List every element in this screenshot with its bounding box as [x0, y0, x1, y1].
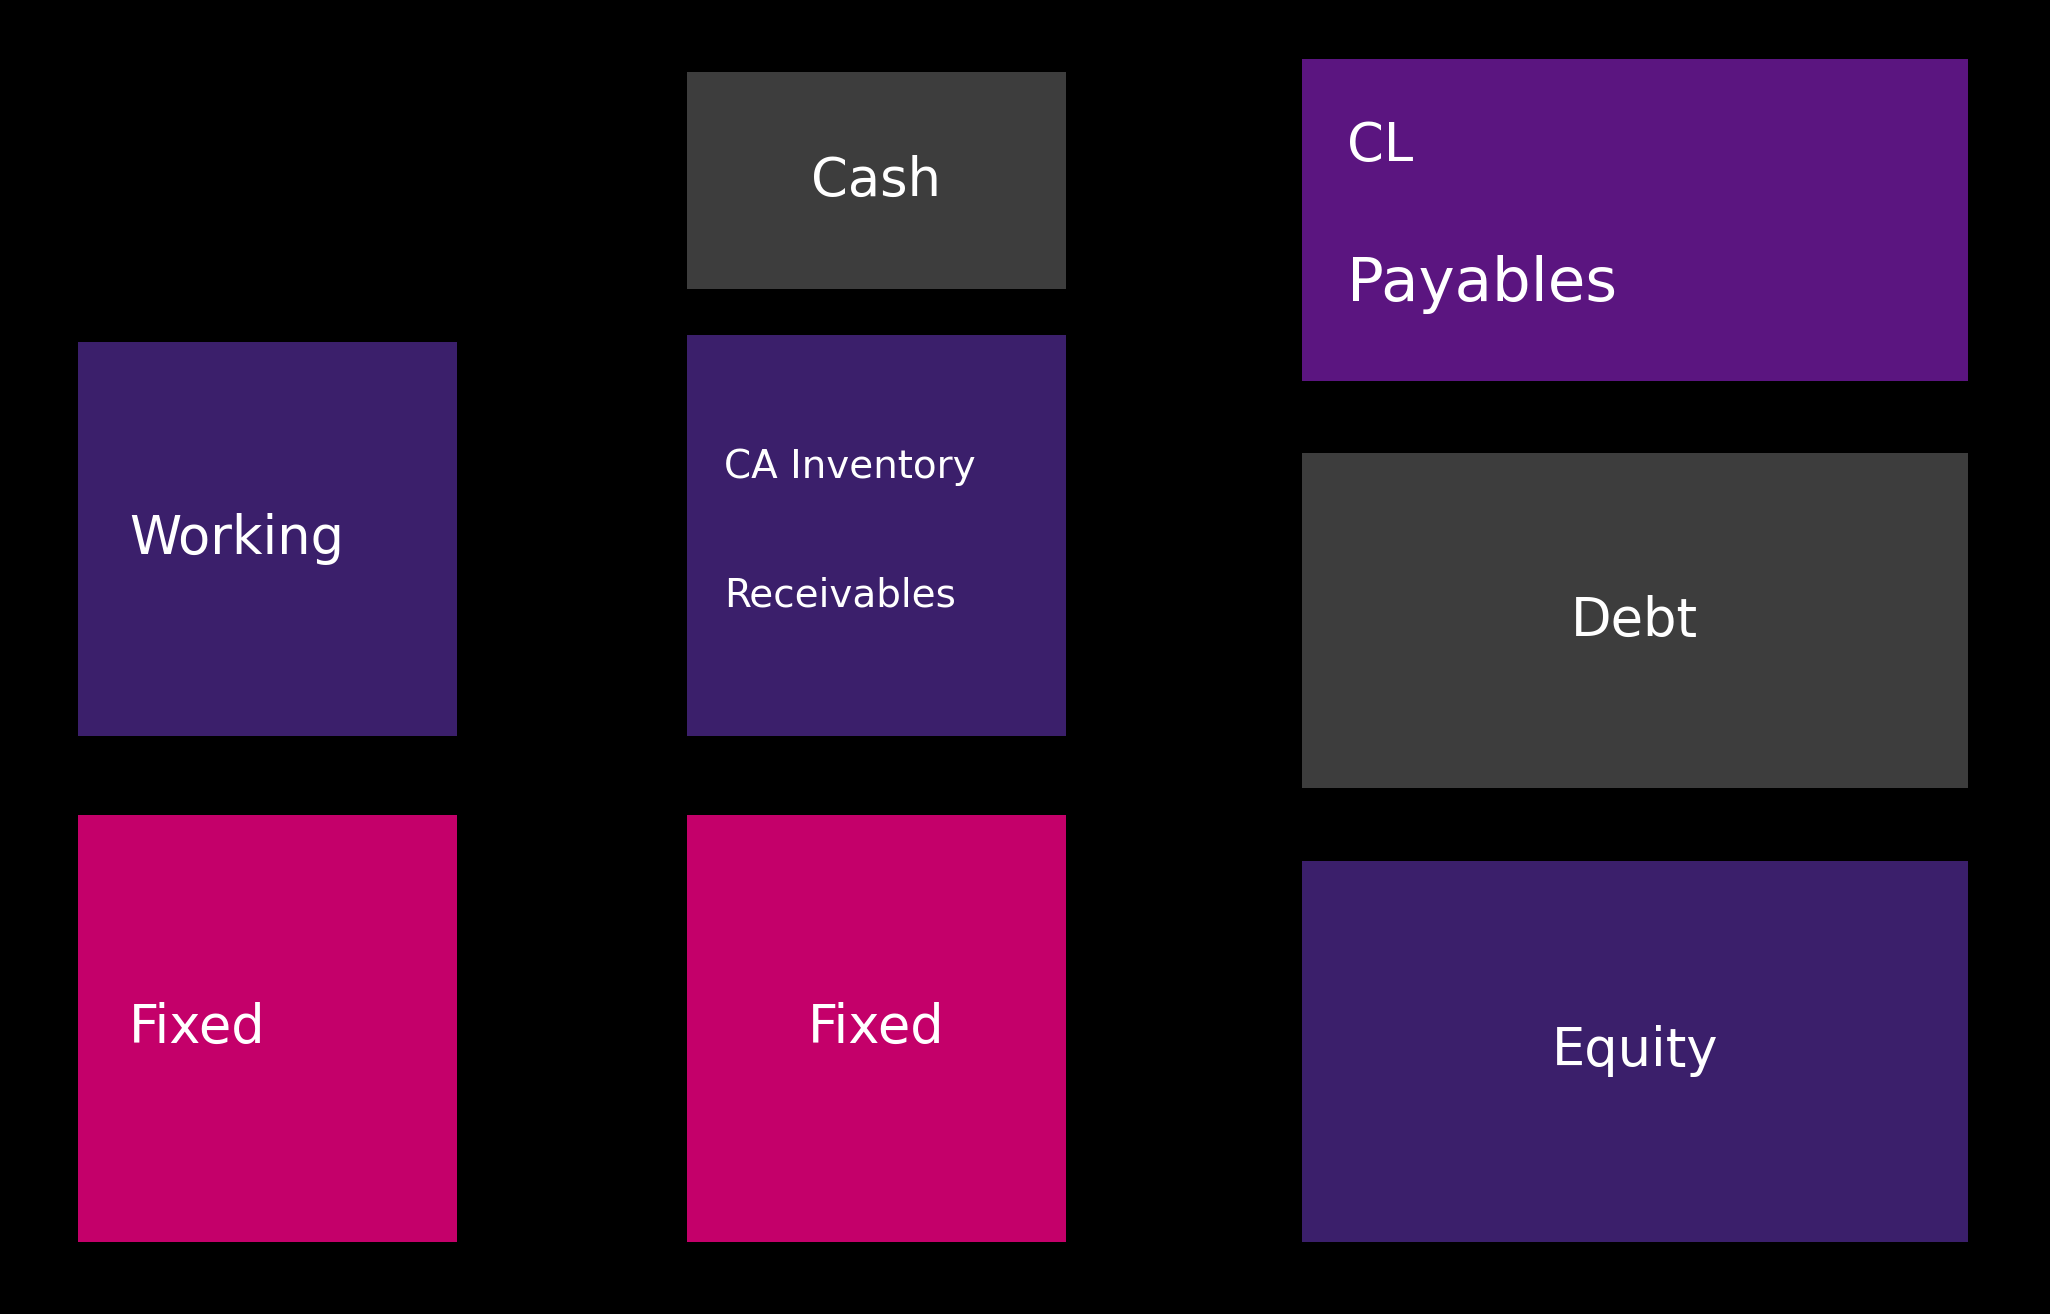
Text: Fixed: Fixed [808, 1003, 945, 1054]
Text: Equity: Equity [1552, 1025, 1718, 1077]
Text: CA Inventory: CA Inventory [724, 448, 976, 486]
Text: Payables: Payables [1347, 255, 1617, 314]
FancyBboxPatch shape [687, 72, 1066, 289]
Text: CL: CL [1347, 120, 1412, 172]
FancyBboxPatch shape [687, 335, 1066, 736]
FancyBboxPatch shape [1302, 861, 1968, 1242]
FancyBboxPatch shape [1302, 453, 1968, 788]
Text: Fixed: Fixed [129, 1003, 266, 1054]
Text: Working: Working [129, 512, 344, 565]
FancyBboxPatch shape [78, 815, 457, 1242]
FancyBboxPatch shape [1302, 59, 1968, 381]
FancyBboxPatch shape [687, 815, 1066, 1242]
Text: Cash: Cash [812, 155, 941, 206]
FancyBboxPatch shape [78, 342, 457, 736]
Text: Receivables: Receivables [724, 577, 955, 615]
Text: Debt: Debt [1570, 595, 1699, 646]
